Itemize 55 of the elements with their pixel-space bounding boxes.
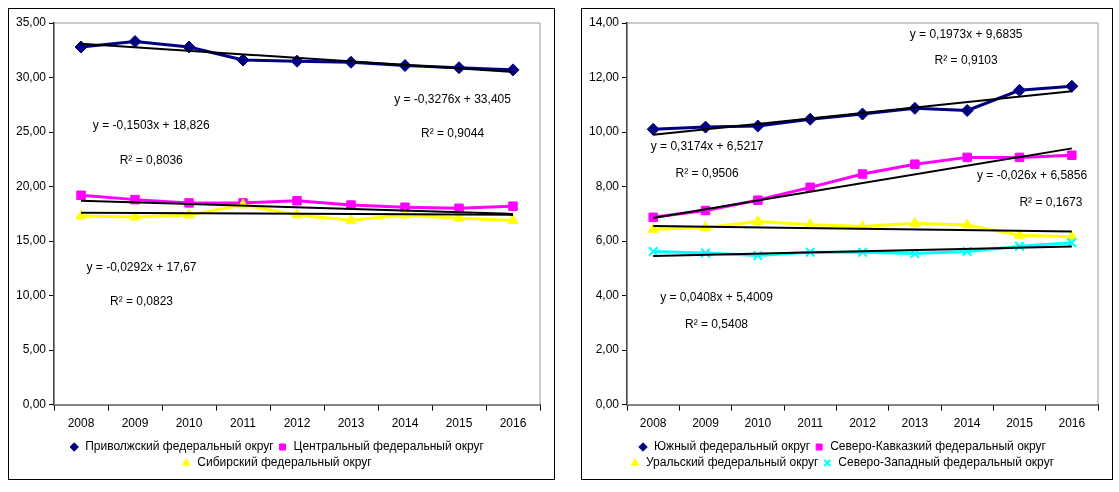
x-tick-label: 2013 xyxy=(901,416,929,431)
x-tick-label: 2010 xyxy=(744,416,772,431)
x-tick-label: 2016 xyxy=(499,416,527,431)
y-tick-label: 4,00 xyxy=(595,287,620,302)
annotation: R² = 0,9044 xyxy=(421,125,485,140)
x-tick-label: 2009 xyxy=(121,416,149,431)
legend-label: Южный федеральный округ xyxy=(654,439,811,454)
x-tick-label: 2010 xyxy=(175,416,203,431)
y-tick-label: 2,00 xyxy=(595,342,620,357)
x-tick-label: 2014 xyxy=(953,416,981,431)
y-tick-label: 8,00 xyxy=(595,178,620,193)
y-tick-label: 10,00 xyxy=(16,287,47,302)
y-tick-label: 6,00 xyxy=(595,233,620,248)
legend-label: Приволжский федеральный округ xyxy=(85,439,275,454)
x-tick-label: 2016 xyxy=(1058,416,1086,431)
legend-label: Северо-Западный федеральный округ xyxy=(838,455,1055,470)
y-tick-label: 10,00 xyxy=(589,124,620,139)
annotation: R² = 0,8036 xyxy=(119,152,184,167)
x-tick-label: 2008 xyxy=(639,416,667,431)
legend-label: Сибирский федеральный округ xyxy=(197,455,373,470)
legend-label: Уральский федеральный округ xyxy=(645,455,819,470)
y-tick-label: 0,00 xyxy=(22,396,47,411)
annotation: y = 0,3174x + 6,5217 xyxy=(650,139,764,154)
annotation: y = 0,1973x + 9,6835 xyxy=(909,26,1023,41)
y-tick-label: 20,00 xyxy=(16,178,47,193)
y-tick-label: 30,00 xyxy=(16,69,47,84)
x-tick-label: 2009 xyxy=(692,416,720,431)
x-tick-label: 2012 xyxy=(849,416,877,431)
annotation: y = -0,0292x + 17,67 xyxy=(86,259,197,274)
annotation: R² = 0,9506 xyxy=(675,166,739,181)
annotation: y = 0,0408x + 5,4009 xyxy=(660,290,774,305)
legend-label: Центральный федеральный округ xyxy=(293,439,485,454)
x-tick-label: 2015 xyxy=(1006,416,1034,431)
y-tick-label: 25,00 xyxy=(16,124,47,139)
annotation: R² = 0,0823 xyxy=(109,293,174,308)
x-tick-label: 2013 xyxy=(337,416,365,431)
annotation: R² = 0,9103 xyxy=(934,53,998,68)
x-tick-label: 2012 xyxy=(283,416,311,431)
annotation: y = -0,1503x + 18,826 xyxy=(92,118,210,133)
x-tick-label: 2011 xyxy=(230,416,257,431)
y-tick-label: 0,00 xyxy=(595,396,620,411)
y-tick-label: 15,00 xyxy=(16,233,47,248)
annotation: R² = 0,5408 xyxy=(684,316,749,331)
x-tick-label: 2015 xyxy=(445,416,473,431)
annotation: R² = 0,1673 xyxy=(1019,194,1083,209)
x-tick-label: 2014 xyxy=(391,416,419,431)
x-tick-label: 2011 xyxy=(797,416,824,431)
y-tick-label: 12,00 xyxy=(589,69,620,84)
y-tick-label: 5,00 xyxy=(22,342,47,357)
y-tick-label: 35,00 xyxy=(16,15,47,30)
annotation: y = -0,026x + 6,5856 xyxy=(977,167,1088,182)
x-tick-label: 2008 xyxy=(67,416,95,431)
annotation: y = -0,3276x + 33,405 xyxy=(394,91,512,106)
legend-label: Северо-Кавказкий федеральный округ xyxy=(830,439,1047,454)
y-tick-label: 14,00 xyxy=(589,15,620,30)
